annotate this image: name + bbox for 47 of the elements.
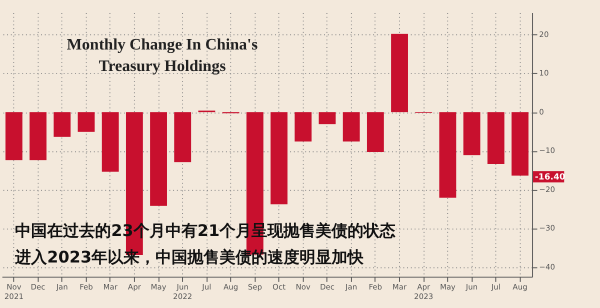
x-tick-label: May: [150, 282, 167, 292]
x-tick-label: Dec: [30, 282, 46, 292]
x-tick-label: Jun 2022: [173, 282, 192, 301]
text: Monthly Change In China's Treasury Holdings: [66, 36, 258, 76]
y-tick-label: −20: [539, 184, 556, 194]
x-tick-label: Sep: [248, 282, 262, 292]
bar: [294, 112, 312, 142]
bar: [150, 112, 167, 206]
y-tick-label: −10: [539, 146, 556, 156]
bar: [487, 112, 504, 164]
x-tick-label: Nov 2021: [4, 282, 24, 301]
x-tick-label: Jan: [55, 282, 68, 292]
bar: [30, 112, 46, 160]
bar: [512, 112, 528, 176]
bar: [366, 112, 384, 152]
y-tick-label: 10: [539, 68, 549, 78]
y-tick-label: −40: [539, 262, 556, 272]
x-tick-label: Mar: [392, 282, 408, 292]
bar: [5, 112, 22, 160]
x-tick-label: Jul: [490, 282, 500, 292]
bar: [78, 112, 95, 132]
x-tick-label: Apr 2023: [414, 282, 434, 301]
x-tick-label: Feb: [80, 282, 94, 292]
bar: [174, 112, 192, 162]
x-tick-label: Mar: [103, 282, 118, 292]
x-tick-label: May: [440, 282, 456, 292]
bar: [318, 112, 336, 124]
x-tick-label: Aug: [223, 282, 238, 292]
x-tick-label: Oct: [272, 282, 286, 292]
y-tick-label: 0: [539, 107, 544, 116]
bar: [463, 112, 480, 156]
x-tick-label: Dec: [320, 282, 335, 292]
bar: [342, 112, 360, 142]
x-tick-label: Apr: [128, 282, 142, 292]
x-tick-label: Feb: [368, 282, 382, 292]
x-tick-label: Jun: [464, 282, 478, 292]
x-tick-label: Jul: [201, 282, 212, 292]
bar: [102, 112, 119, 172]
y-tick-label: 20: [539, 30, 549, 40]
bar: [270, 112, 288, 204]
y-tick-label: −30: [539, 224, 556, 233]
x-tick-label: Jan: [344, 282, 358, 292]
x-tick-label: Aug: [512, 282, 528, 292]
bar: [439, 112, 456, 198]
bar: [54, 112, 71, 137]
bar: [391, 34, 408, 112]
x-tick-label: Nov: [296, 282, 312, 292]
